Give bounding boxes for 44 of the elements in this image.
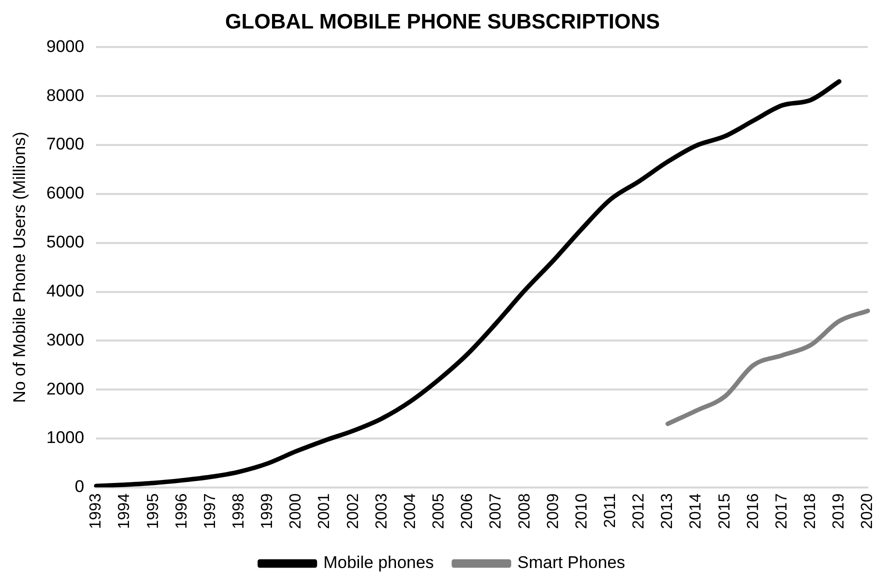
y-tick-label: 7000 [46,134,84,154]
x-tick-label: 1996 [173,493,190,529]
x-tick-label: 2008 [516,493,534,529]
y-tick-label: 5000 [46,232,84,252]
x-tick-label: 1998 [230,493,248,529]
x-tick-label: 1994 [116,493,134,529]
line-series [666,308,870,426]
x-tick-label: 2004 [402,493,419,529]
x-tick-label: 1999 [259,493,276,529]
y-tick-label: 8000 [46,86,84,105]
legend-label: Smart Phones [517,553,626,572]
x-tick-label: 2000 [288,493,305,529]
legend-label: Mobile phones [323,553,434,572]
x-tick-label: 2010 [573,493,590,529]
x-tick-label: 2001 [316,493,334,529]
y-axis-title: No of Mobile Phone Users (Millions) [10,132,29,403]
x-tick-label: 2020 [859,493,876,529]
x-tick-label: 2015 [716,493,734,529]
x-tick-label: 2011 [602,493,620,528]
x-tick-label: 2005 [430,493,448,529]
x-tick-label: 1997 [202,493,219,529]
y-tick-label: 4000 [46,281,84,300]
x-tick-label: 2007 [488,493,505,529]
x-tick-label: 2018 [802,493,820,529]
y-tick-label: 6000 [46,184,84,203]
x-tick-label: 2014 [688,493,705,529]
x-tick-label: 2003 [373,493,390,529]
y-tick-label: 3000 [46,330,84,350]
y-tick-label: 2000 [46,379,84,398]
line-series [94,79,842,488]
x-tick-label: 2016 [744,493,762,529]
x-tick-label: 2002 [344,493,362,529]
x-tick-label: 2012 [630,493,648,529]
x-tick-label: 2013 [659,493,676,529]
x-tick-label: 1995 [144,493,162,529]
y-tick-label: 1000 [46,428,84,448]
y-tick-label: 9000 [46,36,84,56]
x-tick-label: 1993 [88,493,105,529]
x-tick-label: 2009 [544,493,562,529]
x-tick-label: 2019 [830,493,848,529]
y-tick-label: 0 [74,477,84,496]
chart-title: GLOBAL MOBILE PHONE SUBSCRIPTIONS [225,10,660,34]
x-tick-label: 2006 [459,493,476,529]
x-tick-label: 2017 [773,493,790,529]
